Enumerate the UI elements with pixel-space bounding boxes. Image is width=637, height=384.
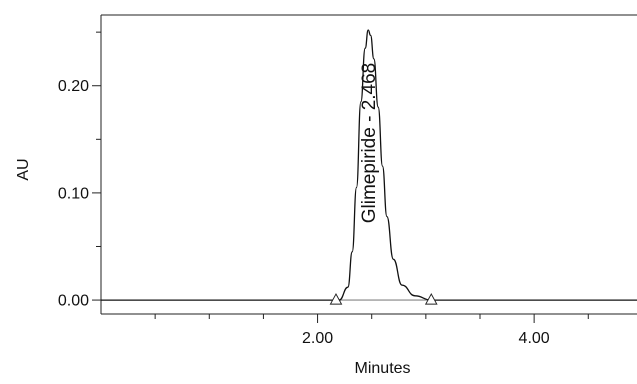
peak-annotation: Glimepiride - 2.468 [359,63,380,224]
y-tick-label: 0.00 [58,293,89,310]
y-axis-title: AU [15,158,32,180]
baseline-marker-triangle [424,293,438,305]
baseline-marker-triangle [329,293,343,305]
x-tick-label: 4.00 [519,330,550,347]
axis-ticks [92,31,589,323]
y-tick-label: 0.10 [58,185,89,202]
x-axis-title: Minutes [355,360,411,377]
chromatogram-trace [101,29,637,301]
plot-frame [100,14,637,315]
x-tick-label: 2.00 [302,330,333,347]
plot-content [101,29,637,305]
y-tick-label: 0.20 [58,78,89,95]
axis-tick-labels: 2.00 4.00 0.00 0.10 0.20 [58,78,550,347]
